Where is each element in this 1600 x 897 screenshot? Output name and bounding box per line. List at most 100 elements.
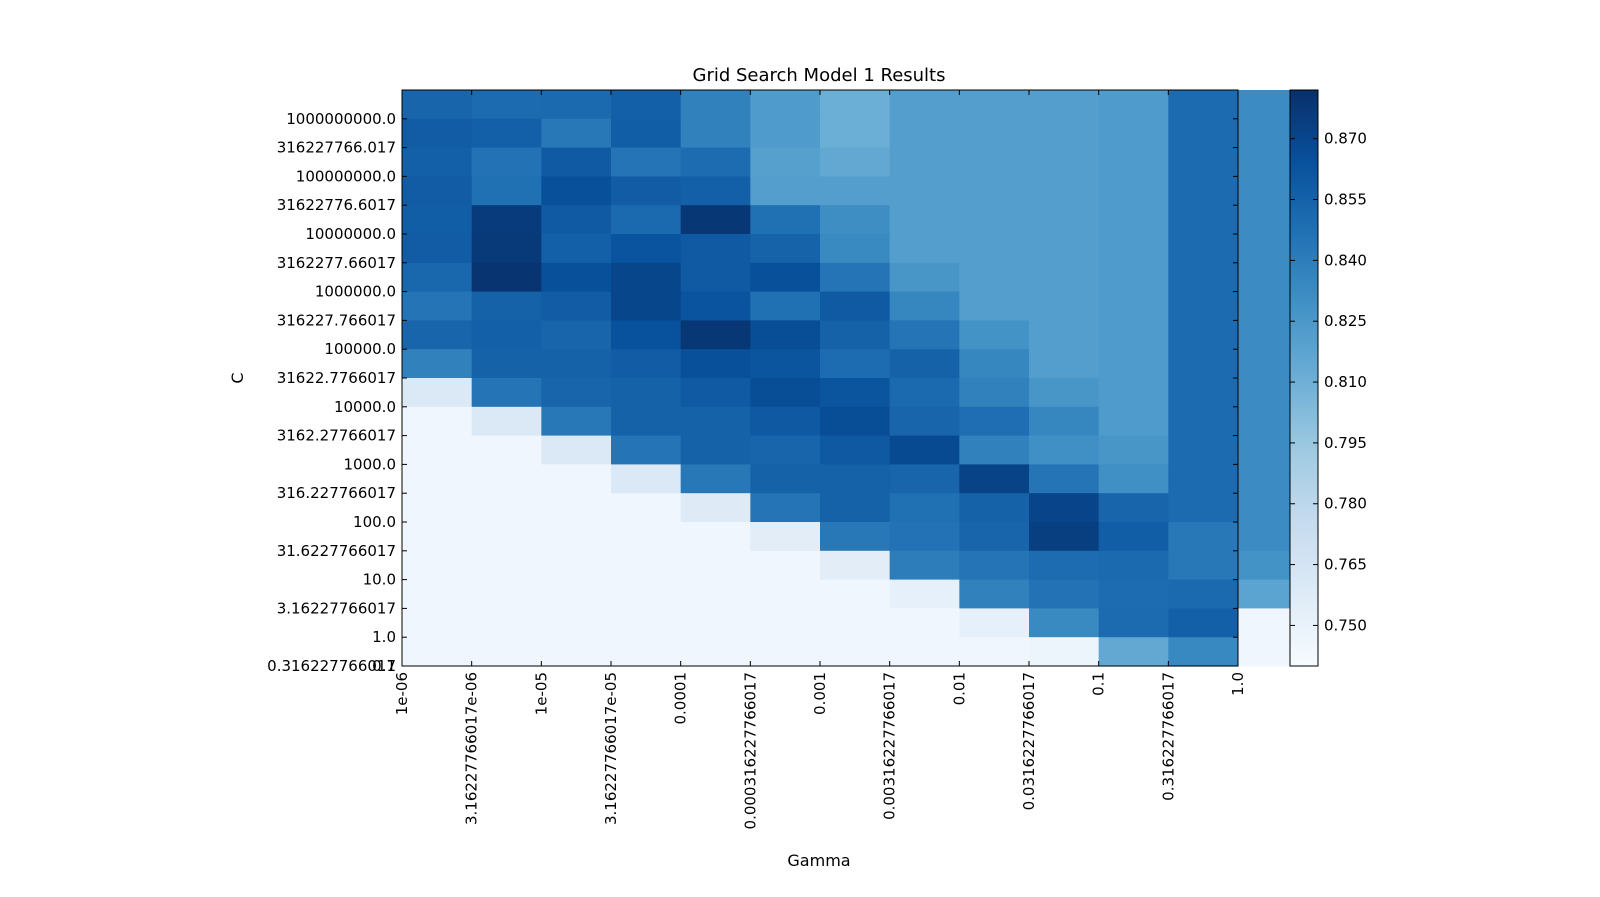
heatmap-cell xyxy=(820,637,891,667)
colorbar-tick-label: 0.750 xyxy=(1324,616,1367,634)
x-tick-label: 0.000316227766017 xyxy=(741,672,759,829)
y-tick-label: 100000.0 xyxy=(324,340,396,358)
heatmap-cell xyxy=(471,579,542,609)
y-tick-label: 3.16227766017 xyxy=(277,599,396,617)
heatmap-cell xyxy=(959,234,1030,264)
y-tick-label: 10000000.0 xyxy=(305,225,396,243)
heatmap-cell xyxy=(680,320,751,350)
heatmap-cell xyxy=(889,349,960,379)
heatmap-cell xyxy=(1098,291,1169,321)
heatmap-cell xyxy=(889,579,960,609)
heatmap-cell xyxy=(611,378,682,408)
heatmap-cell xyxy=(611,349,682,379)
heatmap-cell xyxy=(889,406,960,437)
x-tick-label: 3.16227766017e-06 xyxy=(463,672,481,825)
heatmap-cell xyxy=(959,608,1030,638)
heatmap-cell xyxy=(611,435,682,465)
y-tick-label: 31.6227766017 xyxy=(277,542,396,560)
heatmap-cell xyxy=(680,147,751,177)
heatmap-cell xyxy=(1098,176,1169,206)
heatmap-cell xyxy=(1098,464,1169,494)
heatmap-cell xyxy=(471,435,542,465)
heatmap-cell xyxy=(402,493,473,523)
heatmap-cell xyxy=(750,349,821,379)
heatmap-cell xyxy=(820,608,891,638)
heatmap-cell xyxy=(471,90,542,120)
heatmap-cell xyxy=(402,608,473,638)
heatmap-cell xyxy=(959,435,1030,465)
heatmap-cell xyxy=(471,550,542,581)
heatmap-cell xyxy=(611,522,682,552)
heatmap-cell xyxy=(750,608,821,638)
heatmap-cell xyxy=(1029,349,1100,379)
heatmap-cell xyxy=(611,579,682,609)
heatmap-cell xyxy=(1029,147,1100,177)
heatmap-cell xyxy=(611,176,682,206)
heatmap-cell xyxy=(1029,435,1100,465)
heatmap-cell xyxy=(541,262,612,293)
heatmap-cell xyxy=(680,493,751,523)
y-tick-label: 1000000000.0 xyxy=(286,110,396,128)
heatmap-cell xyxy=(750,118,821,149)
x-tick-label: 0.00316227766017 xyxy=(881,672,899,820)
heatmap-cell xyxy=(820,320,891,350)
heatmap-cell xyxy=(541,464,612,494)
heatmap-cell xyxy=(541,147,612,177)
heatmap-cell xyxy=(541,550,612,581)
heatmap-cell xyxy=(820,176,891,206)
heatmap-cell xyxy=(889,234,960,264)
x-tick-label: 0.01 xyxy=(950,672,968,705)
heatmap-cell xyxy=(1029,90,1100,120)
heatmap-cell xyxy=(1168,579,1239,609)
heatmap-cell xyxy=(541,205,612,235)
heatmap-cell xyxy=(889,262,960,293)
heatmap-cell xyxy=(471,234,542,264)
heatmap-cell xyxy=(471,176,542,206)
heatmap-cell xyxy=(1029,176,1100,206)
heatmap-cell xyxy=(402,378,473,408)
heatmap-cell xyxy=(1029,608,1100,638)
heatmap-cell xyxy=(680,637,751,667)
heatmap-cell xyxy=(402,90,473,120)
heatmap-cell xyxy=(750,234,821,264)
heatmap-cell xyxy=(541,291,612,321)
heatmap-cell xyxy=(1098,637,1169,667)
heatmap-cell xyxy=(471,637,542,667)
heatmap-cell xyxy=(750,493,821,523)
heatmap-cell xyxy=(750,435,821,465)
heatmap-cell xyxy=(889,320,960,350)
heatmap-cell xyxy=(1029,550,1100,581)
heatmap-cell xyxy=(959,262,1030,293)
x-tick-label: 0.1 xyxy=(1090,672,1108,696)
colorbar-tick-label: 0.870 xyxy=(1324,130,1367,148)
heatmap-cell xyxy=(820,579,891,609)
heatmap-cell xyxy=(471,493,542,523)
heatmap-cell xyxy=(611,406,682,437)
heatmap-cell xyxy=(889,464,960,494)
heatmap-cell xyxy=(1098,406,1169,437)
heatmap-cell xyxy=(611,262,682,293)
colorbar-tick-label: 0.825 xyxy=(1324,312,1367,330)
x-tick-label: 1e-05 xyxy=(532,672,550,715)
heatmap-cell xyxy=(750,205,821,235)
heatmap-cell xyxy=(541,493,612,523)
heatmap-cell xyxy=(750,291,821,321)
colorbar-tick-label: 0.795 xyxy=(1324,434,1367,452)
heatmap-cell xyxy=(1168,378,1239,408)
heatmap-cell xyxy=(680,349,751,379)
heatmap-cell xyxy=(959,349,1030,379)
x-tick-label: 1.0 xyxy=(1229,672,1247,696)
x-tick-label: 0.0316227766017 xyxy=(1020,672,1038,810)
heatmap-cell xyxy=(1168,349,1239,379)
heatmap-cell xyxy=(402,550,473,581)
y-tick-label: 3162.27766017 xyxy=(277,427,396,445)
heatmap-cell xyxy=(1029,291,1100,321)
heatmap-cell xyxy=(1098,262,1169,293)
heatmap-cell xyxy=(1098,147,1169,177)
heatmap-cell xyxy=(1098,90,1169,120)
heatmap-cell xyxy=(680,291,751,321)
heatmap-cell xyxy=(889,147,960,177)
heatmap-cell xyxy=(1098,118,1169,149)
heatmap-cell xyxy=(1168,205,1239,235)
y-tick-label: 10.0 xyxy=(363,571,396,589)
